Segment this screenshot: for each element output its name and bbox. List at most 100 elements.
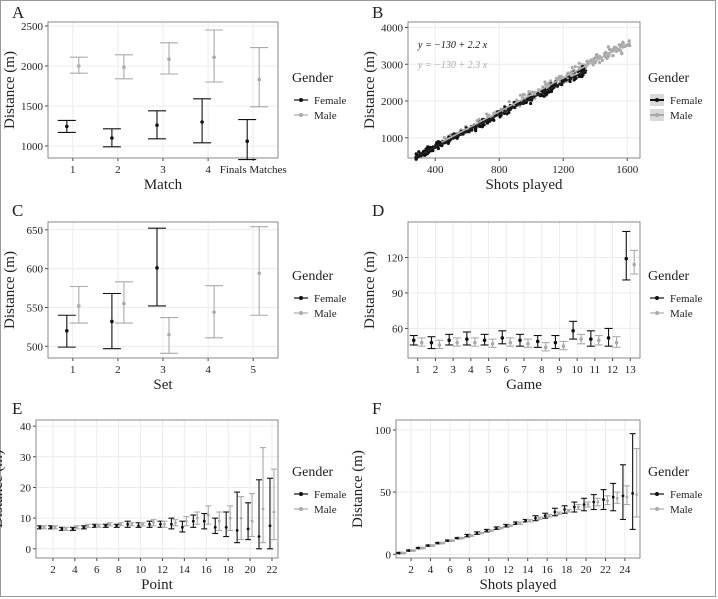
legend-key-point <box>299 296 303 300</box>
scatter-point-male <box>620 52 624 56</box>
mean-point-female <box>582 503 586 506</box>
mean-point-male <box>479 531 483 535</box>
panel-border <box>407 21 641 159</box>
panel-letter: C <box>12 201 23 220</box>
scatter-point-male <box>602 52 607 56</box>
tick-label-x: 1600 <box>616 164 639 176</box>
mean-point-male <box>195 516 199 520</box>
mean-point-female <box>621 494 625 498</box>
mean-point-male <box>538 516 541 520</box>
scatter-point-male <box>573 64 577 69</box>
scatter-point-male <box>594 53 598 57</box>
tick-label-x: 16 <box>201 564 213 576</box>
tick-label-x: 11 <box>590 364 601 376</box>
tick-label-x: 2 <box>433 364 439 376</box>
tick-label-y: 4000 <box>381 23 404 35</box>
tick-label-y: 90 <box>392 288 404 300</box>
mean-point-male <box>489 529 493 533</box>
mean-point-male <box>167 332 171 337</box>
mean-point-female <box>235 529 239 532</box>
tick-label-y: 40 <box>20 421 32 433</box>
mean-point-male <box>122 65 126 69</box>
tick-label-y: 550 <box>27 302 44 314</box>
mean-point-female <box>155 266 159 270</box>
tick-label-x: 13 <box>625 364 637 376</box>
mean-point-female <box>170 522 173 526</box>
mean-point-male <box>53 525 57 529</box>
mean-point-female <box>38 525 42 529</box>
tick-label-x: 12 <box>607 364 618 376</box>
scatter-point-male <box>549 79 553 83</box>
mean-point-female <box>504 524 508 528</box>
mean-point-female <box>465 337 469 341</box>
scatter-point-male <box>600 58 605 63</box>
legend-label-female: Female <box>314 95 346 107</box>
scatter-point-female <box>498 115 502 119</box>
scatter-point-male <box>605 56 609 60</box>
scatter-point-male <box>585 59 589 64</box>
mean-point-male <box>437 343 442 347</box>
tick-label-x: 4 <box>205 364 211 376</box>
scatter-point-female <box>424 147 428 151</box>
mean-point-male <box>606 499 609 503</box>
mean-point-male <box>469 534 473 538</box>
tick-label-x: 22 <box>600 564 611 576</box>
scatter-point-female <box>568 79 572 84</box>
fit-equation-female: y = −130 + 2.2 x <box>417 40 488 51</box>
mean-point-female <box>429 340 434 345</box>
mean-point-male <box>455 340 459 345</box>
tick-label-y: 600 <box>27 264 44 276</box>
tick-label-x: 16 <box>542 564 554 576</box>
mean-point-female <box>514 521 518 525</box>
mean-point-male <box>508 524 512 528</box>
axis-title-y: Distance (m) <box>350 450 366 528</box>
scatter-point-female <box>505 112 509 116</box>
mean-point-female <box>475 531 479 535</box>
legend-key-point <box>655 98 659 102</box>
mean-point-male <box>421 546 425 550</box>
scatter-point-male <box>608 47 612 52</box>
mean-point-female <box>563 508 567 511</box>
legend-key-point <box>299 507 303 511</box>
mean-point-female <box>447 338 451 343</box>
mean-point-female <box>465 534 469 538</box>
legend-label-female: Female <box>670 489 702 501</box>
mean-point-female <box>148 522 151 526</box>
mean-point-female <box>82 525 86 529</box>
scatter-point-male <box>570 65 574 69</box>
panel-border <box>35 419 279 559</box>
mean-point-male <box>518 521 522 525</box>
scatter-point-female <box>455 136 459 140</box>
tick-label-x: 5 <box>250 364 256 376</box>
scatter-point-female <box>414 157 418 161</box>
mean-point-male <box>228 516 232 520</box>
panel-letter: F <box>372 399 381 418</box>
mean-point-male <box>163 522 166 526</box>
mean-point-female <box>446 539 450 542</box>
mean-point-male <box>108 522 112 526</box>
panel-border <box>47 221 279 359</box>
mean-point-male <box>635 493 639 496</box>
scatter-point-female <box>446 141 450 146</box>
tick-label-x: 10 <box>135 564 147 576</box>
scatter-point-male <box>606 45 610 49</box>
legend-key-point <box>299 98 303 102</box>
mean-point-male <box>257 77 261 82</box>
mean-point-female <box>213 525 217 529</box>
mean-point-female <box>602 498 605 501</box>
tick-label-x: 4 <box>72 564 78 576</box>
mean-point-male <box>576 505 580 509</box>
legend-key-point <box>655 296 659 300</box>
tick-label-x: 20 <box>245 564 257 576</box>
legend-label-female: Female <box>670 95 702 107</box>
tick-label-x: 22 <box>266 564 277 576</box>
mean-point-female <box>65 329 69 333</box>
tick-label-x: 18 <box>561 564 573 576</box>
mean-point-male <box>473 340 477 345</box>
tick-label-x: 7 <box>521 364 527 376</box>
legend-title: Gender <box>648 465 690 480</box>
tick-label-x: 2 <box>408 564 414 576</box>
mean-point-male <box>411 549 415 552</box>
